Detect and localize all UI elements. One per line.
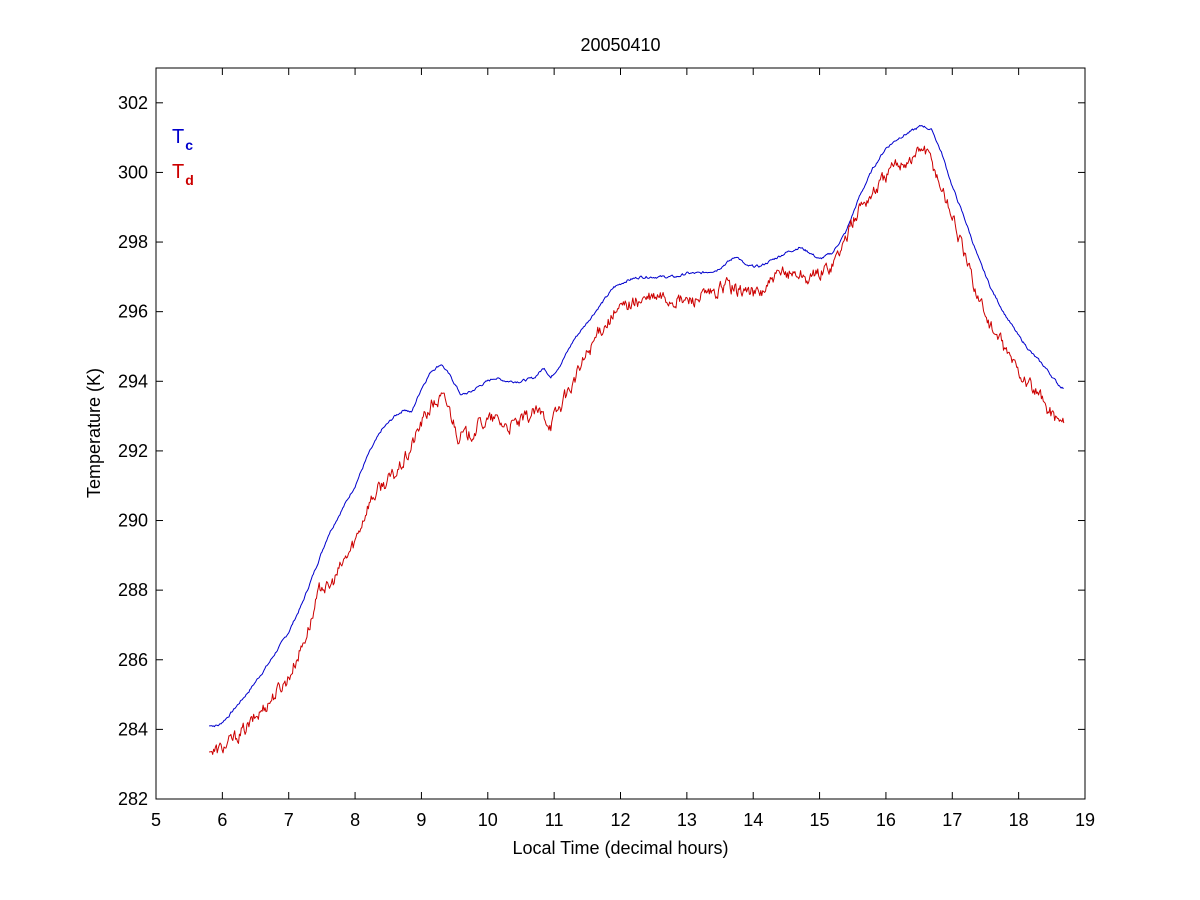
x-tick-label: 18 <box>1009 810 1029 830</box>
x-tick-label: 8 <box>350 810 360 830</box>
x-axis-label: Local Time (decimal hours) <box>512 838 728 858</box>
x-tick-label: 10 <box>478 810 498 830</box>
series-line-1 <box>209 145 1065 755</box>
x-tick-label: 11 <box>545 810 564 830</box>
x-tick-label: 17 <box>942 810 962 830</box>
y-tick-label: 296 <box>118 302 148 322</box>
legend-entry-1: Td <box>172 161 194 188</box>
y-axis-label: Temperature (K) <box>84 368 104 498</box>
x-tick-label: 19 <box>1075 810 1095 830</box>
series-line-0 <box>209 124 1064 728</box>
y-tick-label: 298 <box>118 232 148 252</box>
x-tick-label: 6 <box>217 810 227 830</box>
y-tick-label: 288 <box>118 580 148 600</box>
legend-entry-0: Tc <box>172 126 193 153</box>
legend-subscript: d <box>185 172 194 188</box>
plot-series <box>209 124 1065 755</box>
y-tick-label: 294 <box>118 371 148 391</box>
y-tick-label: 302 <box>118 93 148 113</box>
legend-subscript: c <box>185 137 193 153</box>
legend-main: T <box>172 161 184 183</box>
axes-ticks <box>155 68 1086 800</box>
x-tick-label: 9 <box>416 810 426 830</box>
x-tick-label: 14 <box>743 810 763 830</box>
x-tick-label: 7 <box>284 810 294 830</box>
x-tick-label: 5 <box>151 810 161 830</box>
tick-labels: 5 6 7 8 9 10 11 12 13 14 15 16 17 18 19 282 284 286 288 290… <box>118 93 1095 830</box>
y-tick-label: 286 <box>118 650 148 670</box>
x-tick-label: 12 <box>610 810 630 830</box>
x-tick-label: 13 <box>677 810 697 830</box>
y-tick-label: 282 <box>118 789 148 809</box>
x-tick-label: 15 <box>810 810 830 830</box>
y-tick-label: 292 <box>118 441 148 461</box>
y-tick-label: 284 <box>118 719 148 739</box>
x-tick-label: 16 <box>876 810 896 830</box>
y-tick-label: 290 <box>118 511 148 531</box>
chart-title: 20050410 <box>580 35 660 55</box>
y-tick-label: 300 <box>118 162 148 182</box>
legend-main: T <box>172 126 184 148</box>
